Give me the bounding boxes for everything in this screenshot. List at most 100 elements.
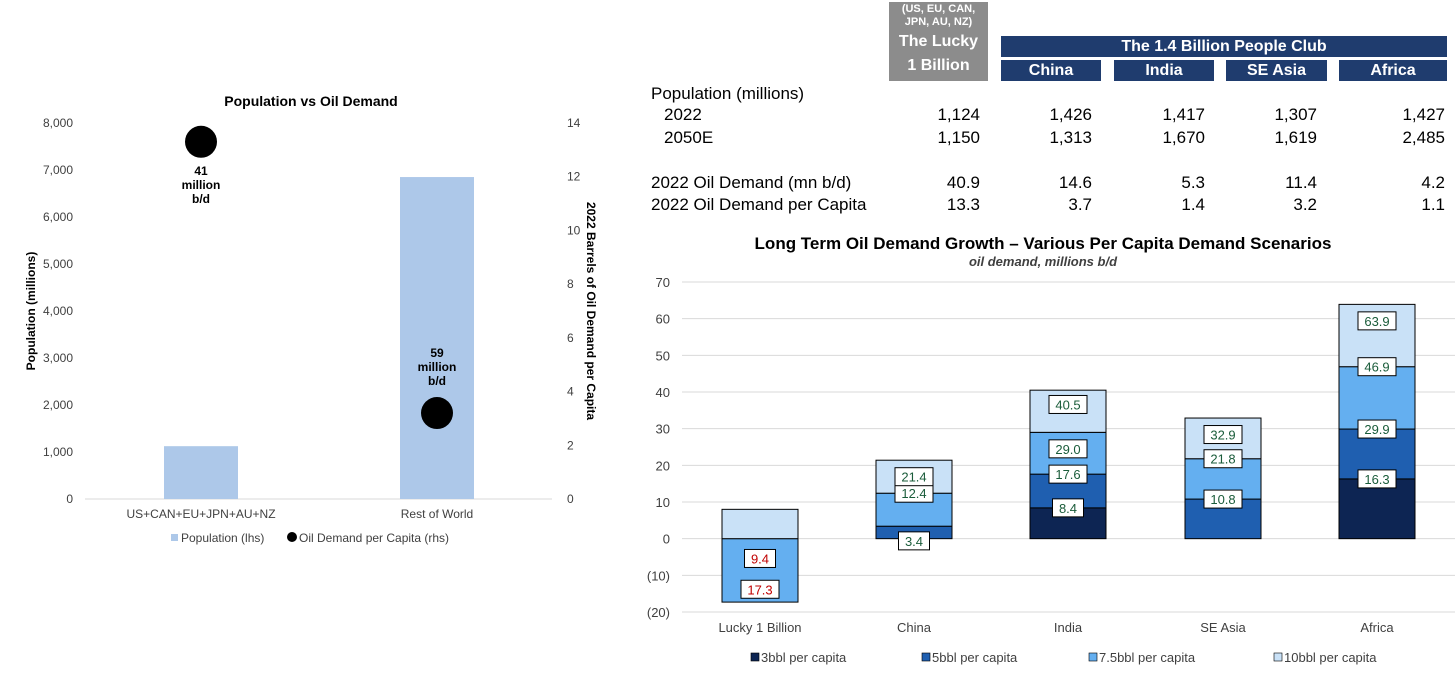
right-y-tick-10: (10) [647,568,670,583]
cell-2022-3: 1,307 [1274,105,1317,124]
right-y-tick-40: 40 [656,385,670,400]
row-label-2050e: 2050E [664,128,714,147]
left-y-tick-0: 0 [66,492,73,506]
right-bar-india-10bbl-per-capita [1029,389,1107,433]
right-x-tick-india: India [1054,620,1083,635]
row-label-2022: 2022 [664,105,702,124]
right-data-labels: 16.3 3.4 8.4 10.8 29.9 17.3 12.4 17.6 21.8 46.9 9.… [740,311,1397,599]
right-legend-swatch-7-5bbl-per-capita [1088,652,1098,662]
right-legend: 3bbl per capita 5bbl per capita 7.5bbl per… [750,650,1377,665]
cell-2022-oil-demand-per-capita-4: 1.1 [1421,195,1445,214]
right-x-tick-se-asia: SE Asia [1200,620,1246,635]
right-label-box-21-8 [1203,449,1243,469]
right-x-tick-china: China [897,620,932,635]
cell-2022-0: 1,124 [937,105,980,124]
right-label-40-5: 40.5 [1055,397,1080,412]
left-bars [164,177,474,500]
right-y-tick-20: 20 [656,458,670,473]
left-dot-label-0-1: million [182,178,221,192]
right-label-29-9: 29.9 [1364,422,1389,437]
left-y2-axis-label: 2022 Barrels of Oil Demand per Capita [584,202,598,420]
left-y-tick-5-000: 5,000 [43,257,73,271]
cell-2022-oil-demand-per-capita-1: 3.7 [1068,195,1092,214]
left-x-axis-ticks: US+CAN+EU+JPN+AU+NZ Rest of World [126,507,473,521]
left-y-tick-6-000: 6,000 [43,210,73,224]
left-y2-tick-10: 10 [567,223,581,237]
right-label-box-21-4 [894,467,934,487]
right-legend-swatch-3bbl-per-capita [750,652,760,662]
cell-2022-oil-demand-per-capita-2: 1.4 [1181,195,1205,214]
right-label-8-4: 8.4 [1059,501,1077,516]
right-label-9-4: 9.4 [751,551,769,566]
lucky-header-line4: 1 Billion [907,57,970,74]
section-label-population: Population (millions) [651,84,805,103]
left-dot-label-1-2: b/d [428,374,446,388]
left-y2-tick-0: 0 [567,492,574,506]
left-y2-tick-4: 4 [567,385,574,399]
legend-swatch-population [171,534,178,541]
cell-2022-oil-demand-mn-b-d-2: 5.3 [1181,173,1205,192]
right-y-tick-20: (20) [647,605,670,620]
right-x-tick-lucky-1-billion: Lucky 1 Billion [718,620,801,635]
cell-2050e-1: 1,313 [1049,128,1092,147]
lucky-header-line1: (US, EU, CAN, [901,3,976,15]
right-y-tick-60: 60 [656,312,670,327]
right-label-box-8-4 [1052,498,1084,518]
col-header-india: India [1114,60,1214,81]
right-label-63-9: 63.9 [1364,314,1389,329]
right-y-tick-50: 50 [656,348,670,363]
row-label-2022-oil-demand-per-capita: 2022 Oil Demand per Capita [651,195,867,214]
club-header: The 1.4 Billion People Club [1001,36,1447,57]
long-term-oil-demand-chart: Long Term Oil Demand Growth – Various Pe… [647,234,1455,665]
right-label-box-29-0 [1048,439,1088,459]
right-chart-subtitle: oil demand, millions b/d [969,254,1118,269]
left-x-tick-rest-of-world: Rest of World [401,507,473,521]
right-label-29-0: 29.0 [1055,442,1080,457]
cell-2022-4: 1,427 [1402,105,1445,124]
left-y-axis-label: Population (millions) [24,252,38,371]
left-dot-us-can-eu-jpn-au-nz [185,125,217,158]
left-x-tick-us-can-eu-jpn-au-nz: US+CAN+EU+JPN+AU+NZ [126,507,275,521]
right-bar-lucky-1-billion-10bbl-per-capita [721,508,799,540]
right-label-box-46-9 [1357,357,1397,377]
right-label-box-17-6 [1048,464,1088,484]
left-dot-label-0-2: b/d [192,192,210,206]
right-label-21-4: 21.4 [901,470,926,485]
right-chart-title: Long Term Oil Demand Growth – Various Pe… [755,234,1332,253]
right-y-tick-30: 30 [656,422,670,437]
right-label-box-29-9 [1357,419,1397,439]
left-y2-tick-14: 14 [567,116,581,130]
cell-2050e-0: 1,150 [937,128,980,147]
demand-table: (US, EU, CAN, JPN, AU, NZ) The Lucky 1 B… [645,0,1450,220]
right-y-tick-10: 10 [656,495,670,510]
left-y-tick-8-000: 8,000 [43,116,73,130]
right-x-tick-africa: Africa [1360,620,1394,635]
right-label-12-4: 12.4 [901,486,926,501]
lucky-header-line2: JPN, AU, NZ) [904,16,973,28]
right-label-box-10-8 [1203,489,1243,509]
left-bar-us-can-eu-jpn-au-nz [164,446,238,499]
left-y-tick-2-000: 2,000 [43,398,73,412]
right-label-32-9: 32.9 [1210,428,1235,443]
left-dot-label-1-0: 59 [430,346,444,360]
right-label-46-9: 46.9 [1364,360,1389,375]
left-legend: Population (lhs) Oil Demand per Capita (… [171,531,449,545]
right-label-10-8: 10.8 [1210,492,1235,507]
left-bar-rest-of-world [400,177,474,500]
left-y-tick-1-000: 1,000 [43,445,73,459]
lucky-header-box: (US, EU, CAN, JPN, AU, NZ) The Lucky 1 B… [889,2,988,81]
right-x-axis-ticks: Lucky 1 Billion China India SE Asia Africa [718,620,1394,635]
left-y2-tick-8: 8 [567,277,574,291]
left-y2-tick-2: 2 [567,438,574,452]
right-label-16-3: 16.3 [1364,472,1389,487]
left-y-tick-3-000: 3,000 [43,351,73,365]
cell-2050e-2: 1,670 [1162,128,1205,147]
cell-2022-1: 1,426 [1049,105,1092,124]
right-legend-label-7-5bbl-per-capita: 7.5bbl per capita [1099,650,1196,665]
right-label-17-6: 17.6 [1055,467,1080,482]
right-label-17-3: 17.3 [747,582,772,597]
left-y2-tick-12: 12 [567,170,581,184]
legend-swatch-oil-demand [287,532,297,542]
cell-2022-oil-demand-mn-b-d-4: 4.2 [1421,173,1445,192]
